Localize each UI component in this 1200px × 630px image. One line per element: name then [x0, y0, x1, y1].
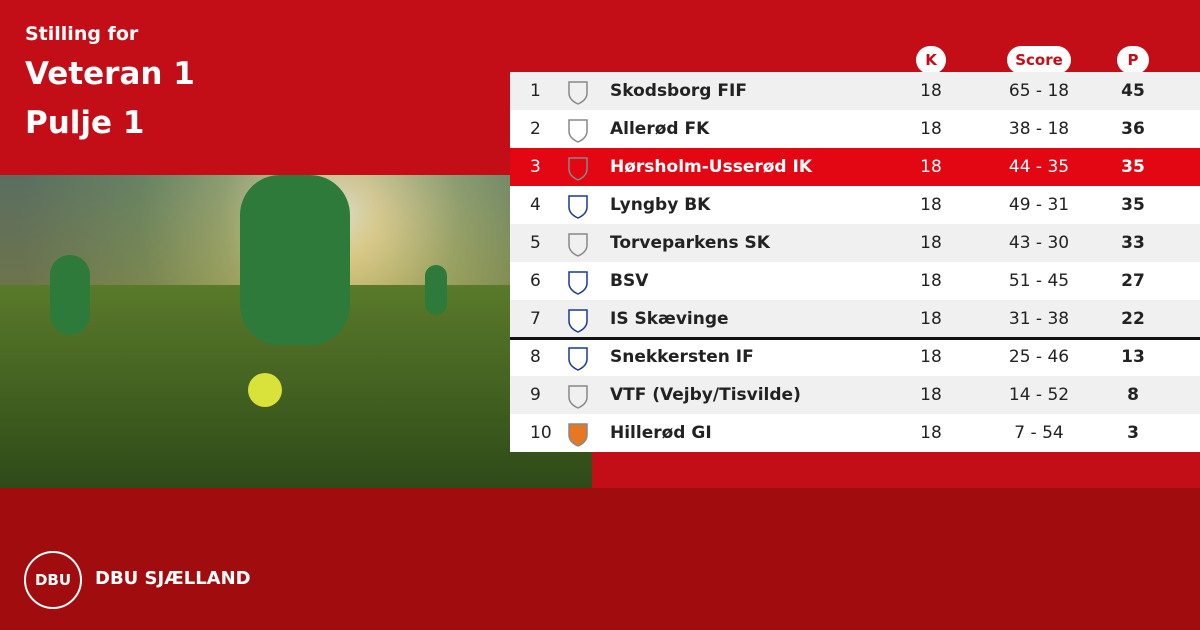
team-name: Hillerød GI: [610, 423, 712, 443]
score: 65 - 18: [1008, 81, 1070, 101]
score: 25 - 46: [1008, 347, 1070, 367]
photo-player: [50, 255, 90, 335]
team-name: Torveparkens SK: [610, 233, 770, 253]
table-row: 4 Lyngby BK 18 49 - 31 35: [510, 186, 1200, 224]
team-name: IS Skævinge: [610, 309, 729, 329]
points: 13: [1121, 347, 1145, 367]
played: 18: [920, 347, 942, 367]
points: 27: [1121, 271, 1145, 291]
column-header: P: [1117, 46, 1149, 74]
team-name: Allerød FK: [610, 119, 710, 139]
team-name: VTF (Vejby/Tisvilde): [610, 385, 801, 405]
table-row: 6 BSV 18 51 - 45 27: [510, 262, 1200, 300]
score: 31 - 38: [1008, 309, 1070, 329]
position: 3: [530, 157, 541, 177]
position: 9: [530, 385, 541, 405]
subtitle: Stilling for: [25, 23, 139, 45]
score: 49 - 31: [1008, 195, 1070, 215]
table-row: 9 VTF (Vejby/Tisvilde) 18 14 - 52 8: [510, 376, 1200, 414]
table-row: 8 Snekkersten IF 18 25 - 46 13: [510, 338, 1200, 376]
points: 35: [1121, 195, 1145, 215]
table-row: 7 IS Skævinge 18 31 - 38 22: [510, 300, 1200, 338]
separator: [510, 337, 1200, 340]
points: 8: [1127, 385, 1139, 405]
played: 18: [920, 385, 942, 405]
team-logo: [568, 309, 588, 333]
photo-player: [425, 265, 447, 315]
team-name: Lyngby BK: [610, 195, 711, 215]
team-name: BSV: [610, 271, 649, 291]
logo: DBU: [24, 551, 82, 609]
points: 22: [1121, 309, 1145, 329]
team-logo: [568, 233, 588, 257]
team-logo: [568, 271, 588, 295]
column-header: K: [916, 46, 946, 74]
team-logo: [568, 81, 588, 105]
title: Veteran 1: [25, 56, 195, 92]
played: 18: [920, 309, 942, 329]
table-row: 3 Hørsholm-Usserød IK 18 44 - 35 35: [510, 148, 1200, 186]
score: 14 - 52: [1008, 385, 1070, 405]
score: 7 - 54: [1014, 423, 1064, 443]
played: 18: [920, 81, 942, 101]
brand: DBU SJÆLLAND: [95, 568, 251, 589]
position: 7: [530, 309, 541, 329]
position: 6: [530, 271, 541, 291]
score: 51 - 45: [1008, 271, 1070, 291]
played: 18: [920, 195, 942, 215]
position: 4: [530, 195, 541, 215]
played: 18: [920, 157, 942, 177]
table-row: 10 Hillerød GI 18 7 - 54 3: [510, 414, 1200, 452]
position: 2: [530, 119, 541, 139]
position: 1: [530, 81, 541, 101]
team-logo: [568, 347, 588, 371]
footer-band: [0, 488, 1200, 630]
position: 8: [530, 347, 541, 367]
column-header: Score: [1007, 46, 1071, 74]
team-name: Skodsborg FIF: [610, 81, 747, 101]
team-logo: [568, 157, 588, 181]
points: 45: [1121, 81, 1145, 101]
played: 18: [920, 271, 942, 291]
position: 5: [530, 233, 541, 253]
played: 18: [920, 119, 942, 139]
table-row: 1 Skodsborg FIF 18 65 - 18 45: [510, 72, 1200, 110]
score: 38 - 18: [1008, 119, 1070, 139]
score: 43 - 30: [1008, 233, 1070, 253]
team-logo: [568, 119, 588, 143]
played: 18: [920, 423, 942, 443]
points: 35: [1121, 157, 1145, 177]
photo: [0, 175, 592, 488]
points: 3: [1127, 423, 1139, 443]
points: 33: [1121, 233, 1145, 253]
position: 10: [530, 423, 552, 443]
team-logo: [568, 195, 588, 219]
title: Pulje 1: [25, 105, 145, 141]
team-logo: [568, 423, 588, 447]
photo-player: [240, 175, 350, 345]
table-row: 5 Torveparkens SK 18 43 - 30 33: [510, 224, 1200, 262]
points: 36: [1121, 119, 1145, 139]
team-name: Snekkersten IF: [610, 347, 754, 367]
team-name: Hørsholm-Usserød IK: [610, 157, 813, 177]
photo-ball: [248, 373, 282, 407]
score: 44 - 35: [1008, 157, 1070, 177]
team-logo: [568, 385, 588, 409]
played: 18: [920, 233, 942, 253]
table-row: 2 Allerød FK 18 38 - 18 36: [510, 110, 1200, 148]
